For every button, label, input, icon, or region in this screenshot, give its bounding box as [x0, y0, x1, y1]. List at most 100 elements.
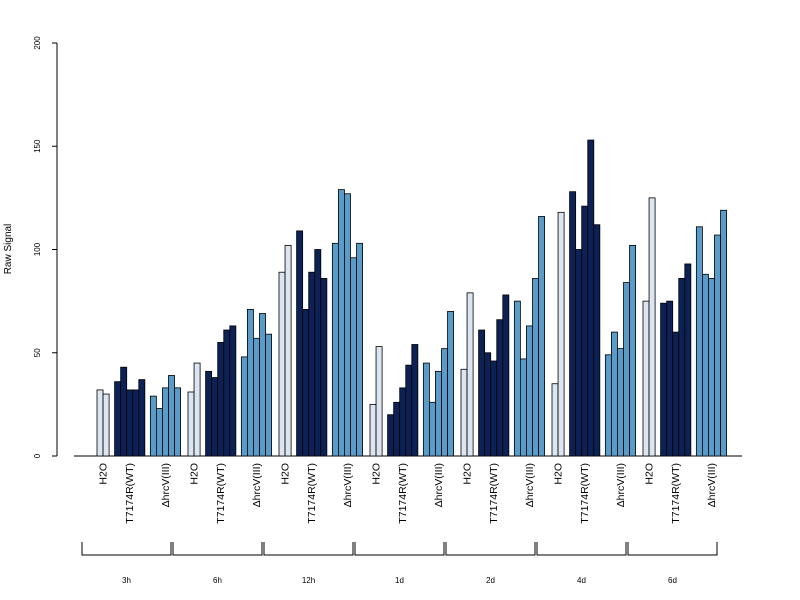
bar-3h-wt-3 — [126, 389, 134, 457]
bar-4d-hrcv-4 — [623, 282, 630, 457]
category-label: T7174R(WT) — [124, 463, 136, 524]
bar-12h-h2o-1 — [278, 271, 286, 457]
bar-3h-h2o-1 — [96, 389, 104, 457]
bar-4d-wt-4 — [587, 139, 595, 457]
bar-12h-wt-1 — [296, 230, 304, 457]
category-label: ΔhrcV(III) — [615, 463, 627, 507]
group-brackets — [81, 542, 718, 556]
bar-2d-hrcv-1 — [513, 300, 521, 457]
bar-6d-hrcv-2 — [702, 273, 709, 457]
y-tick-label: 150 — [33, 139, 42, 153]
category-label: ΔhrcV(III) — [251, 463, 263, 507]
group-bracket — [627, 542, 718, 556]
group-bracket — [445, 542, 536, 556]
category-label: T7174R(WT) — [397, 463, 409, 524]
bar-2d-wt-5 — [502, 294, 510, 457]
bar-1d-hrcv-4 — [441, 348, 448, 457]
bar-3h-hrcv-3 — [162, 387, 169, 457]
bar-6d-hrcv-1 — [695, 226, 703, 457]
bar-1d-hrcv-1 — [422, 362, 430, 457]
bar-6h-hrcv-2 — [246, 308, 254, 457]
bar-6d-hrcv-5 — [720, 209, 727, 457]
bar-6h-wt-3 — [217, 342, 225, 457]
bar-2d-h2o-1 — [460, 368, 468, 457]
bar-6d-h2o-1 — [642, 300, 650, 457]
category-label: T7174R(WT) — [215, 463, 227, 524]
group-label: 6d — [668, 576, 677, 585]
group-label: 1d — [395, 576, 404, 585]
y-tick-label: 100 — [33, 242, 42, 256]
y-tick-label: 0 — [33, 453, 42, 458]
bar-4d-wt-1 — [569, 191, 577, 457]
bar-4d-h2o-2 — [557, 211, 565, 457]
y-axis-title: Raw Signal — [3, 224, 14, 275]
bar-2d-wt-3 — [490, 360, 498, 457]
bar-4d-hrcv-3 — [617, 348, 624, 457]
bar-6h-hrcv-5 — [265, 333, 272, 457]
category-label: T7174R(WT) — [488, 463, 500, 524]
group-label: 12h — [302, 576, 315, 585]
bar-1d-wt-5 — [411, 344, 419, 457]
bar-4d-wt-2 — [575, 249, 583, 457]
y-tick-label: 200 — [33, 36, 42, 50]
group-label: 3h — [122, 576, 131, 585]
bar-1d-hrcv-5 — [447, 311, 454, 457]
bar-4d-hrcv-1 — [604, 354, 612, 457]
bar-6h-wt-2 — [211, 377, 219, 457]
bar-3h-hrcv-2 — [155, 408, 163, 457]
bar-4d-wt-5 — [593, 224, 601, 457]
group-bracket — [81, 542, 172, 556]
bar-3h-h2o-2 — [102, 393, 110, 457]
group-bracket — [536, 542, 627, 556]
bar-6d-hrcv-3 — [708, 278, 715, 457]
bar-6h-hrcv-3 — [253, 337, 260, 457]
bar-12h-hrcv-4 — [350, 257, 357, 457]
bar-4d-hrcv-2 — [611, 331, 618, 457]
bar-2d-wt-2 — [484, 352, 492, 457]
group-bracket — [354, 542, 445, 556]
group-labels: 3h 6h 12h 1d 2d 4d 6d — [122, 576, 677, 585]
bar-4d-wt-3 — [581, 205, 589, 457]
bar-3h-wt-2 — [120, 366, 128, 457]
bar-6d-wt-2 — [666, 300, 674, 457]
bar-2d-hrcv-5 — [538, 216, 545, 457]
bar-2d-hrcv-3 — [526, 325, 533, 457]
category-label: ΔhrcV(III) — [706, 463, 718, 507]
category-label: T7174R(WT) — [670, 463, 682, 524]
bar-2d-hrcv-2 — [520, 358, 527, 457]
bar-12h-wt-3 — [308, 271, 316, 457]
bar-3h-hrcv-5 — [174, 387, 182, 457]
category-label: T7174R(WT) — [579, 463, 591, 524]
bars — [96, 139, 727, 457]
category-label: H2O — [644, 463, 656, 485]
category-label: H2O — [462, 463, 474, 485]
bar-3h-wt-1 — [114, 381, 122, 457]
bar-2d-wt-4 — [496, 319, 504, 457]
bar-1d-wt-4 — [405, 364, 413, 457]
bar-12h-hrcv-2 — [337, 189, 345, 457]
bar-6d-wt-4 — [678, 278, 686, 457]
y-tick-label: 50 — [33, 348, 42, 357]
bar-1d-wt-3 — [399, 387, 407, 457]
bar-6h-wt-4 — [223, 329, 231, 457]
bar-6h-wt-5 — [229, 325, 237, 457]
bar-1d-wt-1 — [387, 414, 395, 457]
category-label: ΔhrcV(III) — [342, 463, 354, 507]
bar-1d-wt-2 — [393, 401, 401, 457]
bar-6h-hrcv-4 — [259, 313, 266, 457]
bar-3h-hrcv-4 — [168, 375, 175, 457]
bar-2d-hrcv-4 — [532, 278, 539, 457]
category-label: H2O — [280, 463, 292, 485]
y-axis: 0 50 100 150 200 — [33, 36, 58, 458]
group-bracket — [172, 542, 263, 556]
category-labels: H2O T7174R(WT) ΔhrcV(III) H2O T7174R(WT) Δhrc… — [98, 463, 718, 524]
category-label: H2O — [189, 463, 201, 485]
group-label: 6h — [213, 576, 222, 585]
category-label: ΔhrcV(III) — [524, 463, 536, 507]
bar-6d-hrcv-4 — [714, 234, 721, 457]
bar-1d-hrcv-3 — [435, 370, 442, 457]
category-label: H2O — [371, 463, 383, 485]
bar-12h-h2o-2 — [284, 244, 292, 457]
bar-12h-wt-5 — [320, 278, 328, 457]
